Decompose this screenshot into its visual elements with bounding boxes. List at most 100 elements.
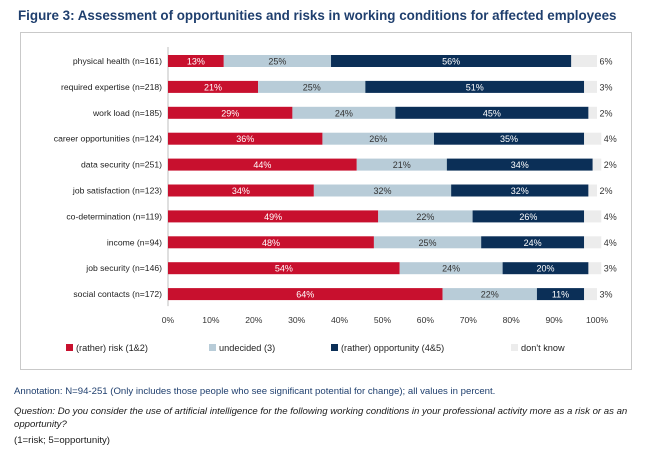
bar-segment (168, 106, 293, 119)
data-label: 25% (419, 238, 437, 248)
data-label: 32% (373, 186, 391, 196)
data-label: 25% (268, 57, 286, 67)
bar-segment (395, 106, 589, 119)
annotation-text: Annotation: N=94-251 (Only includes thos… (14, 386, 496, 397)
x-tick-label: 50% (374, 315, 392, 325)
bar-segment (322, 132, 434, 145)
data-label: 45% (483, 108, 501, 118)
bar-segment (451, 184, 589, 197)
data-label: 25% (303, 82, 321, 92)
x-tick-label: 20% (245, 315, 263, 325)
data-label: 51% (466, 82, 484, 92)
data-label: 36% (236, 134, 254, 144)
data-label: 24% (335, 108, 353, 118)
category-label: social contacts (n=172) (73, 289, 162, 299)
bar-segment (433, 132, 585, 145)
bar-segment (168, 210, 379, 223)
bar-segment (584, 288, 597, 301)
bar-segment (331, 55, 572, 67)
bar-segment (446, 158, 593, 171)
bar-segment (313, 184, 452, 197)
bar-segment (365, 80, 585, 93)
data-label: 3% (599, 290, 612, 300)
question-text: Question: Do you consider the use of art… (14, 406, 628, 430)
bar-segment (168, 132, 323, 145)
bar-segment (584, 132, 602, 145)
bar-segment (223, 55, 332, 67)
bar-segment (442, 288, 537, 301)
data-label: 3% (599, 82, 612, 92)
bar-segment (584, 210, 602, 223)
bar-segment (356, 158, 447, 171)
data-label: 49% (264, 212, 282, 222)
legend-swatch (209, 344, 216, 351)
category-label: job satisfaction (n=123) (72, 186, 162, 196)
data-label: 34% (232, 186, 250, 196)
bar-segment (258, 80, 366, 93)
bar-segment (588, 184, 597, 197)
bar-segment (399, 262, 503, 275)
data-label: 24% (524, 238, 542, 248)
data-label: 4% (604, 212, 617, 222)
data-label: 64% (296, 290, 314, 300)
scale-note: (1=risk; 5=opportunity) (14, 435, 110, 446)
legend-swatch (331, 344, 338, 351)
bar-segment (168, 55, 224, 67)
x-tick-label: 70% (460, 315, 478, 325)
category-label: physical health (n=161) (73, 56, 162, 66)
data-label: 2% (604, 160, 617, 170)
data-label: 26% (369, 134, 387, 144)
x-tick-label: 0% (162, 315, 175, 325)
data-label: 2% (599, 186, 612, 196)
x-tick-label: 80% (503, 315, 521, 325)
data-label: 44% (253, 160, 271, 170)
category-label: data security (n=251) (81, 160, 162, 170)
data-label: 34% (511, 160, 529, 170)
bar-segment (168, 158, 357, 171)
bar-segment (373, 236, 482, 249)
bar-segment (378, 210, 473, 223)
x-tick-label: 90% (545, 315, 563, 325)
x-tick-label: 40% (331, 315, 349, 325)
category-label: work load (n=185) (92, 108, 162, 118)
data-label: 54% (275, 264, 293, 274)
x-tick-label: 60% (417, 315, 435, 325)
data-label: 13% (187, 57, 205, 67)
bar-segment (536, 288, 585, 301)
category-label: career opportunities (n=124) (54, 134, 162, 144)
data-label: 3% (604, 264, 617, 274)
bar-segment (168, 184, 314, 197)
bar-segment (472, 210, 585, 223)
x-tick-label: 100% (586, 315, 608, 325)
data-label: 21% (393, 160, 411, 170)
data-label: 2% (599, 108, 612, 118)
bar-segment (168, 236, 374, 249)
data-label: 6% (599, 57, 612, 67)
category-label: income (n=94) (107, 237, 162, 247)
legend-label: undecided (3) (219, 343, 275, 353)
data-label: 26% (519, 212, 537, 222)
bar-segment (168, 262, 400, 275)
legend-swatch (511, 344, 518, 351)
category-label: job security (n=146) (85, 263, 162, 273)
data-label: 4% (604, 134, 617, 144)
legend-label: don't know (521, 343, 565, 353)
category-label: co-determination (n=119) (66, 211, 162, 221)
category-label: required expertise (n=218) (61, 82, 162, 92)
bar-segment (588, 262, 602, 275)
legend-swatch (66, 344, 73, 351)
data-label: 20% (537, 264, 555, 274)
stacked-bar-chart: physical health (n=161) 13% 25% 56% 6% requir… (54, 47, 617, 353)
data-label: 4% (604, 238, 617, 248)
bar-segment (502, 262, 589, 275)
data-label: 32% (511, 186, 529, 196)
bar-segment (584, 80, 597, 93)
data-label: 48% (262, 238, 280, 248)
data-label: 29% (221, 108, 239, 118)
chart-title: Figure 3: Assessment of opportunities an… (18, 8, 617, 23)
data-label: 22% (481, 290, 499, 300)
x-tick-label: 10% (202, 315, 220, 325)
chart-frame: physical health (n=161) 13% 25% 56% 6% requir… (20, 32, 632, 370)
bar-segment (168, 288, 443, 301)
bar-segment (592, 158, 602, 171)
